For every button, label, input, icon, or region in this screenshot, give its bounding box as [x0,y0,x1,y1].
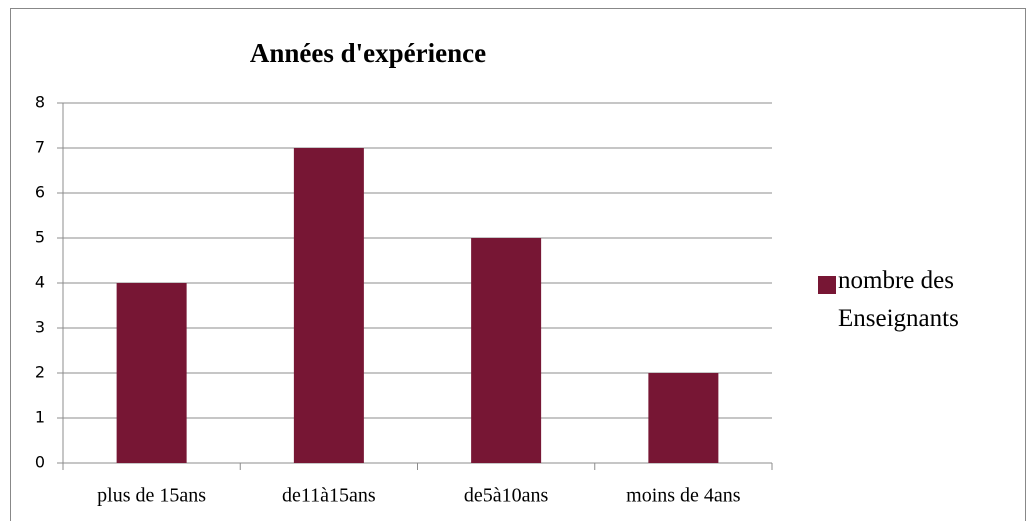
y-tick-label: 5 [35,228,45,247]
y-tick-label: 4 [35,273,45,292]
bar [293,148,364,463]
legend-swatch [818,276,836,294]
x-tick-label: moins de 4ans [626,485,741,507]
y-tick-label: 8 [35,93,45,112]
legend-entry: nombre des Enseignants [838,267,959,332]
y-tick-label: 2 [35,363,45,382]
y-tick-label: 7 [35,138,45,157]
y-tick-label: 6 [35,183,45,202]
x-tick-label: de5à10ans [464,485,549,507]
x-tick-label: plus de 15ans [97,485,206,507]
y-tick-label: 1 [35,408,45,427]
x-tick-label: de11à15ans [282,485,376,507]
y-tick-label: 3 [35,318,45,337]
y-tick-label: 0 [35,453,45,472]
legend-label: nombre des Enseignants [838,267,959,332]
bar [471,238,542,463]
bar [116,283,187,463]
chart-title: Années d'expérience [250,38,486,68]
bar [648,373,719,463]
